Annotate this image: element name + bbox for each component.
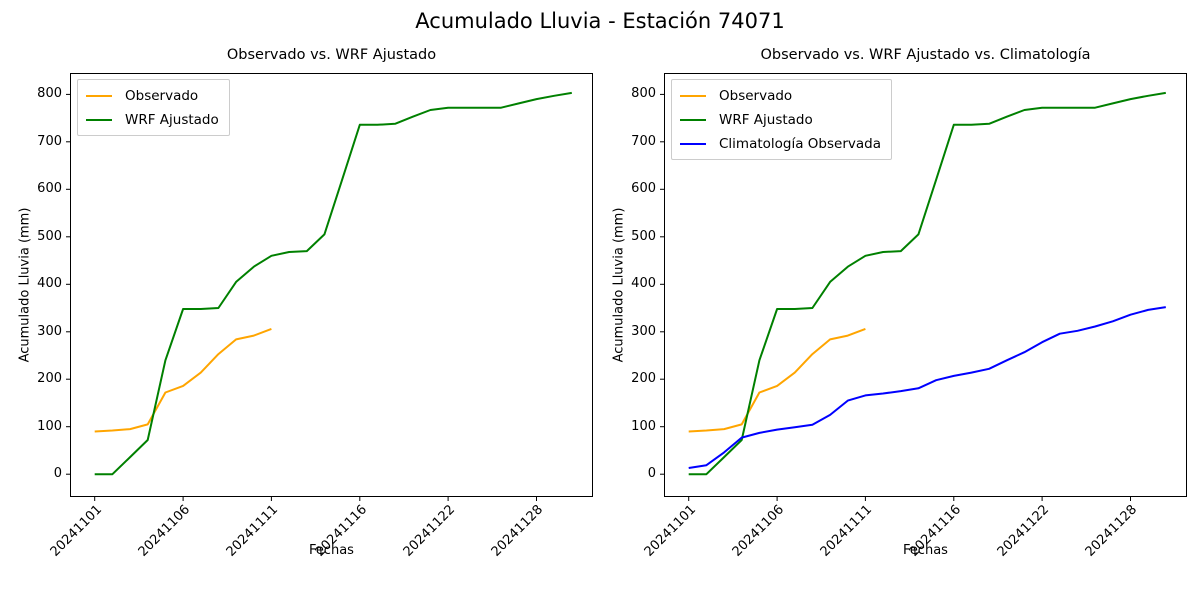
- x-axis-label-left: Fechas: [309, 543, 354, 558]
- legend-line-swatch: [680, 94, 706, 97]
- legend-label: WRF Ajustado: [719, 111, 813, 128]
- y-tick-label: 200: [631, 371, 656, 387]
- y-tick-label: 200: [37, 371, 62, 387]
- legend-entry-observado: Observado: [86, 86, 219, 105]
- series-line-wrf-ajustado: [688, 91, 1166, 476]
- x-axis-label-right: Fechas: [903, 543, 948, 558]
- legend-line-swatch: [86, 94, 112, 97]
- y-tick-label: 100: [37, 418, 62, 434]
- legend-label: WRF Ajustado: [125, 111, 219, 128]
- legend-entry-wrf-ajustado: WRF Ajustado: [86, 110, 219, 129]
- legend-line-swatch: [680, 142, 706, 145]
- y-tick-label: 400: [37, 276, 62, 292]
- y-tick-label: 700: [631, 133, 656, 149]
- y-tick-label: 600: [37, 181, 62, 197]
- right-chart-panel: Observado vs. WRF Ajustado vs. Climatolo…: [612, 47, 1187, 560]
- legend: Observado WRF Ajustado: [77, 79, 230, 136]
- axes-frame: [70, 73, 593, 497]
- legend-label: Observado: [719, 87, 793, 104]
- legend-entry-observado: Observado: [680, 86, 881, 105]
- y-tick-label: 0: [53, 466, 62, 482]
- y-tick-label: 800: [631, 86, 656, 102]
- y-tick-label: 100: [631, 418, 656, 434]
- legend-line-swatch: [680, 118, 706, 121]
- axes-frame: [664, 73, 1187, 497]
- legend-entry-climatologia-observada: Climatología Observada: [680, 134, 881, 153]
- chart-canvas-1: [660, 73, 1187, 501]
- y-tick-label: 500: [37, 228, 62, 244]
- chart-canvas-0: [66, 73, 593, 501]
- figure-title: Acumulado Lluvia - Estación 74071: [415, 9, 785, 33]
- series-line-observado: [688, 327, 866, 433]
- y-tick-label: 800: [37, 86, 62, 102]
- y-tick-label: 500: [631, 228, 656, 244]
- legend-line-swatch: [86, 118, 112, 121]
- y-tick-label: 300: [631, 323, 656, 339]
- left-chart-panel: Observado vs. WRF Ajustado Acumulado Llu…: [18, 47, 593, 560]
- legend-label: Observado: [125, 87, 199, 104]
- series-line-observado: [94, 327, 272, 433]
- legend: Observado WRF Ajustado Climatología Observ…: [671, 79, 892, 160]
- y-tick-label: 300: [37, 323, 62, 339]
- subplot-title-right: Observado vs. WRF Ajustado vs. Climatolo…: [760, 47, 1091, 63]
- y-tick-label: 0: [647, 466, 656, 482]
- y-tick-label: 400: [631, 276, 656, 292]
- legend-label: Climatología Observada: [719, 135, 881, 152]
- subplot-title-left: Observado vs. WRF Ajustado: [226, 47, 437, 63]
- y-tick-label: 700: [37, 133, 62, 149]
- legend-entry-wrf-ajustado: WRF Ajustado: [680, 110, 881, 129]
- y-tick-label: 600: [631, 181, 656, 197]
- series-line-wrf-ajustado: [94, 91, 572, 476]
- series-line-climatologia-observada: [688, 306, 1166, 469]
